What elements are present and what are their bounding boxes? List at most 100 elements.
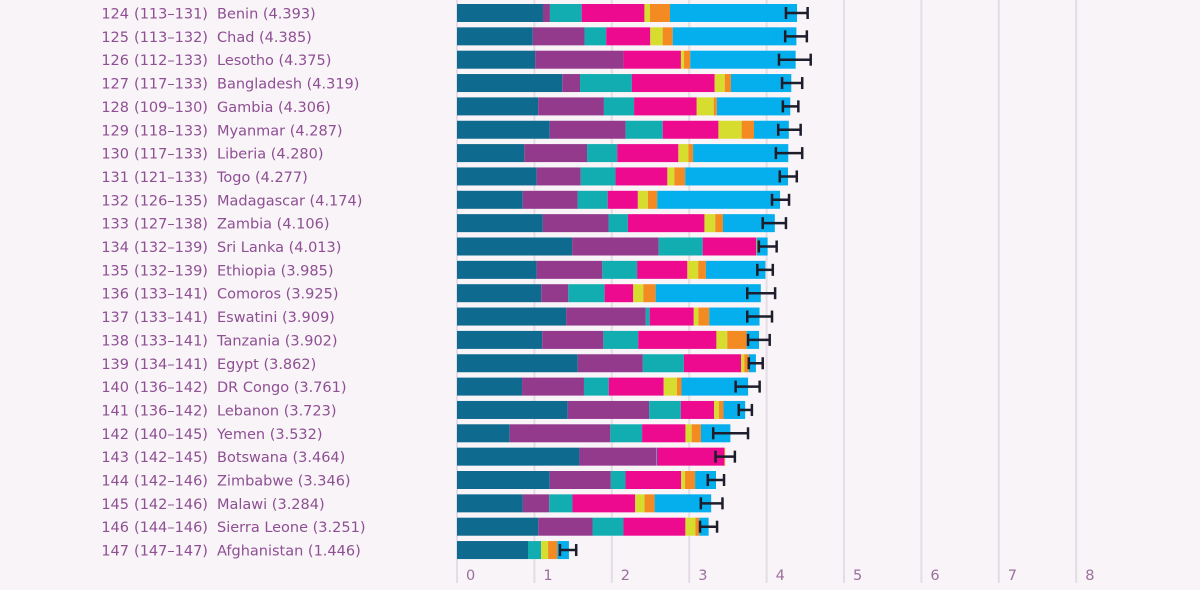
bar-segment-1 <box>536 167 581 186</box>
country-row: 131 (121–133) Togo (4.277) <box>101 167 799 186</box>
bar-segment-1 <box>562 74 581 93</box>
bar-segment-1 <box>566 307 646 326</box>
bar-segment-3 <box>627 214 705 233</box>
bar-segment-3 <box>623 517 686 536</box>
rank-range-label: (133–141) <box>134 333 208 349</box>
bar-segment-0 <box>457 167 537 186</box>
bar-segment-3 <box>683 354 742 373</box>
bar-segment-0 <box>457 377 523 396</box>
country-row: 132 (126–135) Madagascar (4.174) <box>101 190 791 209</box>
rank-label: 129 <box>101 123 129 139</box>
rank-range-label: (118–133) <box>134 123 208 139</box>
x-tick-label: 5 <box>853 568 862 584</box>
bar-segment-6 <box>730 74 792 93</box>
bar-segment-4 <box>541 541 549 560</box>
bar-segment-0 <box>457 120 550 139</box>
bar-segment-2 <box>568 284 605 303</box>
country-label: Afghanistan (1.446) <box>217 544 361 560</box>
country-row: 133 (127–138) Zambia (4.106) <box>101 214 788 233</box>
rank-label: 135 <box>101 263 129 279</box>
country-label: Zambia (4.106) <box>217 217 330 233</box>
bar-segment-3 <box>702 237 757 256</box>
bar-segment-5 <box>662 27 673 46</box>
bar-segment-1 <box>509 424 611 443</box>
bar-segment-1 <box>542 330 604 349</box>
bar-segment-6 <box>695 471 716 489</box>
bar-segment-4 <box>667 167 675 186</box>
country-label: Gambia (4.306) <box>217 100 331 116</box>
bar-segment-6 <box>657 190 781 209</box>
bar-segment-1 <box>542 4 550 22</box>
bar-segment-0 <box>457 494 523 513</box>
bar-segment-6 <box>672 27 797 46</box>
country-row: 128 (109–130) Gambia (4.306) <box>101 97 800 116</box>
country-label: Comoros (3.925) <box>217 287 339 303</box>
bar-segment-1 <box>536 260 603 279</box>
bar-segment-3 <box>649 307 694 326</box>
country-label: Yemen (3.532) <box>216 427 323 443</box>
bar-segment-5 <box>684 50 691 69</box>
country-row: 143 (142–145) Botswana (3.464) <box>101 447 737 466</box>
country-label: Sierra Leone (3.251) <box>217 520 365 536</box>
bar-segment-6 <box>681 377 749 396</box>
bar-segment-2 <box>625 120 663 139</box>
country-row: 141 (136–142) Lebanon (3.723) <box>101 400 754 419</box>
bar-segment-5 <box>724 74 731 93</box>
rank-label: 147 <box>101 544 129 560</box>
bar-segment-3 <box>680 400 715 419</box>
bar-segment-4 <box>704 214 716 233</box>
bar-segment-6 <box>693 144 789 163</box>
bar-segment-5 <box>688 144 694 163</box>
x-tick-label: 4 <box>776 568 785 584</box>
bar-segment-5 <box>727 330 747 349</box>
bar-segment-6 <box>669 4 798 22</box>
rank-range-label: (126–135) <box>134 193 208 209</box>
bar-segment-6 <box>655 284 761 303</box>
rank-range-label: (113–132) <box>134 30 208 46</box>
bar-segment-4 <box>635 494 645 513</box>
bar-segment-1 <box>577 354 643 373</box>
bar-segment-5 <box>744 354 749 373</box>
bar-segment-2 <box>577 190 608 209</box>
bar-segment-5 <box>713 97 717 116</box>
bar-segment-4 <box>644 4 650 22</box>
bar-segment-5 <box>718 400 724 419</box>
x-tick-label: 1 <box>543 568 552 584</box>
rank-range-label: (132–139) <box>134 240 208 256</box>
bar-segment-1 <box>567 400 650 419</box>
rank-label: 145 <box>101 497 129 513</box>
x-tick-label: 7 <box>1008 568 1017 584</box>
bar-segment-1 <box>538 97 604 116</box>
rank-label: 144 <box>101 474 129 490</box>
country-label: Eswatini (3.909) <box>217 310 335 326</box>
country-label: Liberia (4.280) <box>217 147 324 163</box>
country-row: 125 (113–132) Chad (4.385) <box>101 27 809 46</box>
bar-segment-4 <box>678 144 689 163</box>
country-label: Chad (4.385) <box>217 30 312 46</box>
rank-label: 140 <box>101 380 129 396</box>
country-label: Malawi (3.284) <box>217 497 325 513</box>
rank-range-label: (133–141) <box>134 310 208 326</box>
rank-range-label: (132–139) <box>134 263 208 279</box>
bar-segment-2 <box>658 237 703 256</box>
bar-segment-4 <box>741 354 745 373</box>
bar-segment-6 <box>654 494 712 513</box>
bar-segment-0 <box>457 284 542 303</box>
bar-segment-3 <box>608 377 664 396</box>
bar-segment-5 <box>756 237 757 256</box>
bar-segment-5 <box>698 307 710 326</box>
bar-segment-6 <box>716 97 791 116</box>
bar-segment-1 <box>522 190 578 209</box>
country-row: 138 (133–141) Tanzania (3.902) <box>101 330 771 349</box>
country-row: 142 (140–145) Yemen (3.532) <box>101 424 750 443</box>
country-label: Ethiopia (3.985) <box>217 263 334 279</box>
rank-label: 139 <box>101 357 129 373</box>
bar-segment-5 <box>698 260 706 279</box>
rank-range-label: (142–145) <box>134 450 208 466</box>
bar-segment-0 <box>457 4 543 22</box>
bar-segment-0 <box>457 214 543 233</box>
bar-segment-3 <box>625 471 682 489</box>
bar-segment-4 <box>650 27 663 46</box>
bar-segment-3 <box>617 144 679 163</box>
